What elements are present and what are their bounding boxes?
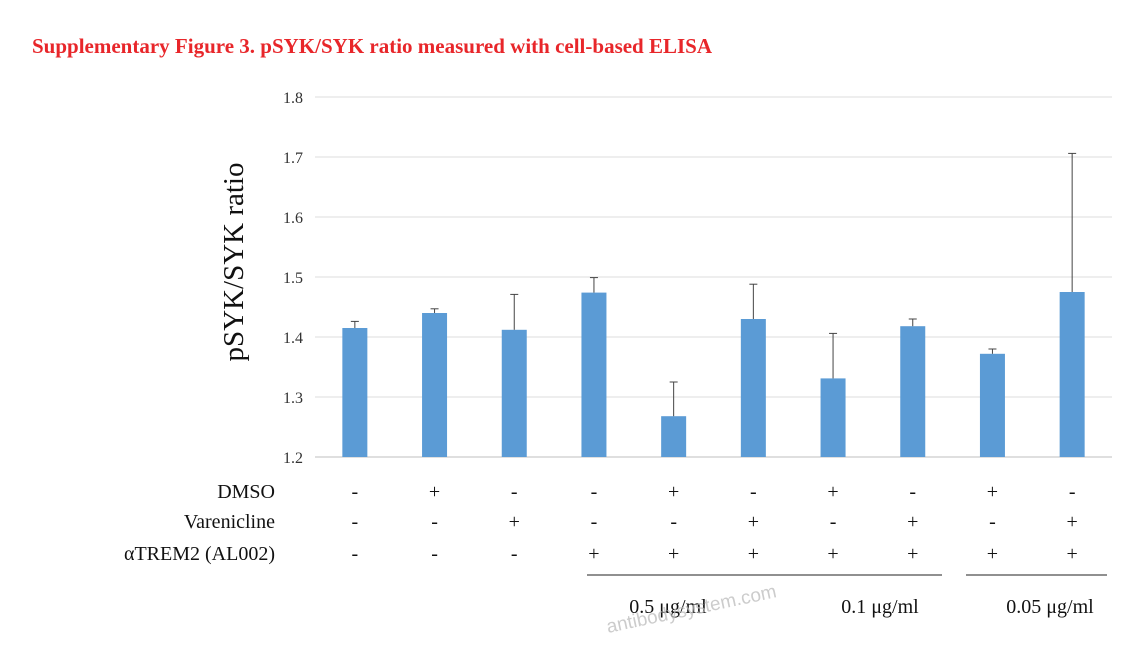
bar	[501, 329, 527, 457]
bar	[1059, 292, 1085, 457]
condition-sign: -	[352, 543, 359, 565]
condition-sign: -	[431, 543, 438, 565]
condition-sign: -	[989, 511, 996, 533]
chart-title: Supplementary Figure 3. pSYK/SYK ratio m…	[32, 34, 713, 58]
condition-sign: -	[909, 481, 916, 503]
condition-sign: +	[668, 481, 679, 503]
bar	[740, 319, 766, 457]
condition-sign: +	[429, 481, 440, 503]
condition-row-label: Varenicline	[184, 511, 275, 533]
condition-sign: -	[830, 511, 837, 533]
condition-sign: +	[1067, 511, 1078, 533]
y-tick-label: 1.2	[283, 450, 303, 467]
condition-sign: +	[907, 511, 918, 533]
condition-sign: +	[827, 481, 838, 503]
bar	[900, 326, 926, 457]
y-tick-label: 1.3	[283, 390, 303, 407]
condition-sign: -	[511, 543, 518, 565]
condition-sign: +	[1067, 543, 1078, 565]
bar	[979, 353, 1005, 457]
bar	[342, 328, 368, 457]
y-tick-label: 1.7	[283, 150, 303, 167]
condition-sign: -	[431, 511, 438, 533]
dose-groups: 0.5 μg/ml 0.1 μg/ml 0.05 μg/ml	[587, 574, 1107, 618]
condition-sign: -	[591, 511, 598, 533]
condition-sign: +	[907, 543, 918, 565]
error-bars	[350, 152, 1077, 417]
dose-group-label: 0.5 μg/ml	[629, 596, 707, 618]
condition-row-labels: DMSO Varenicline αTREM2 (AL002)	[124, 481, 275, 565]
condition-sign: +	[748, 543, 759, 565]
condition-signs: - + - - + - + - + - - - + - - + - + - + - - - + + + + + + +	[352, 481, 1078, 565]
grid-lines	[315, 96, 1112, 458]
condition-sign: +	[509, 511, 520, 533]
condition-sign: -	[591, 481, 598, 503]
dose-group-label: 0.05 μg/ml	[1006, 596, 1094, 618]
condition-row-label: DMSO	[217, 481, 275, 503]
condition-sign: -	[352, 511, 359, 533]
condition-sign: -	[352, 481, 359, 503]
bars	[342, 292, 1085, 457]
bar	[422, 313, 448, 457]
condition-sign: -	[750, 481, 757, 503]
condition-sign: +	[987, 543, 998, 565]
dose-group-label: 0.1 μg/ml	[841, 596, 919, 618]
condition-sign: -	[670, 511, 677, 533]
y-tick-label: 1.5	[283, 270, 303, 287]
condition-row-label: αTREM2 (AL002)	[124, 543, 275, 565]
y-axis-label: pSYK/SYK ratio	[218, 163, 250, 362]
condition-sign: +	[748, 511, 759, 533]
bar	[820, 378, 846, 457]
y-tick-label: 1.4	[283, 330, 303, 347]
condition-sign: -	[1069, 481, 1076, 503]
condition-sign: +	[668, 543, 679, 565]
y-tick-labels: 1.2 1.3 1.4 1.5 1.6 1.7 1.8	[283, 90, 303, 467]
condition-sign: -	[511, 481, 518, 503]
bar	[581, 292, 607, 457]
condition-sign: +	[827, 543, 838, 565]
bar	[661, 416, 687, 457]
condition-sign: +	[588, 543, 599, 565]
y-tick-label: 1.8	[283, 90, 303, 107]
condition-sign: +	[987, 481, 998, 503]
y-tick-label: 1.6	[283, 210, 303, 227]
